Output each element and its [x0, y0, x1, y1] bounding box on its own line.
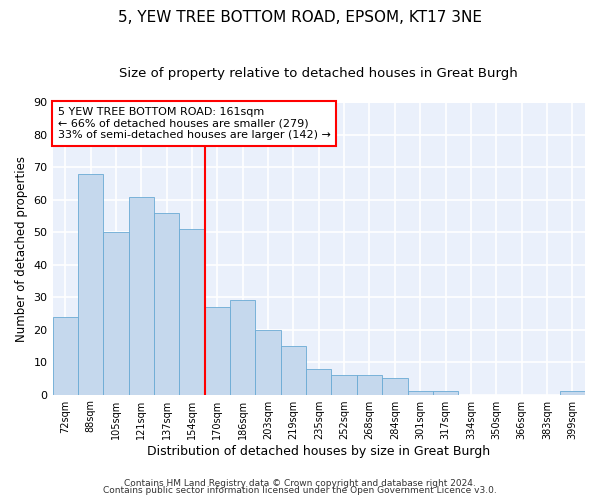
Text: 5, YEW TREE BOTTOM ROAD, EPSOM, KT17 3NE: 5, YEW TREE BOTTOM ROAD, EPSOM, KT17 3NE — [118, 10, 482, 25]
Bar — [407, 392, 433, 394]
Bar — [357, 375, 382, 394]
Bar — [128, 196, 154, 394]
Bar — [78, 174, 103, 394]
Text: Contains HM Land Registry data © Crown copyright and database right 2024.: Contains HM Land Registry data © Crown c… — [124, 478, 476, 488]
Bar — [382, 378, 407, 394]
X-axis label: Distribution of detached houses by size in Great Burgh: Distribution of detached houses by size … — [147, 444, 490, 458]
Text: Contains public sector information licensed under the Open Government Licence v3: Contains public sector information licen… — [103, 486, 497, 495]
Bar — [179, 229, 205, 394]
Bar — [53, 316, 78, 394]
Bar — [154, 213, 179, 394]
Bar — [331, 375, 357, 394]
Bar — [256, 330, 281, 394]
Title: Size of property relative to detached houses in Great Burgh: Size of property relative to detached ho… — [119, 68, 518, 80]
Bar — [306, 368, 331, 394]
Bar — [205, 307, 230, 394]
Text: 5 YEW TREE BOTTOM ROAD: 161sqm
← 66% of detached houses are smaller (279)
33% of: 5 YEW TREE BOTTOM ROAD: 161sqm ← 66% of … — [58, 107, 331, 140]
Bar — [281, 346, 306, 395]
Bar — [433, 392, 458, 394]
Y-axis label: Number of detached properties: Number of detached properties — [15, 156, 28, 342]
Bar — [560, 392, 585, 394]
Bar — [103, 232, 128, 394]
Bar — [230, 300, 256, 394]
